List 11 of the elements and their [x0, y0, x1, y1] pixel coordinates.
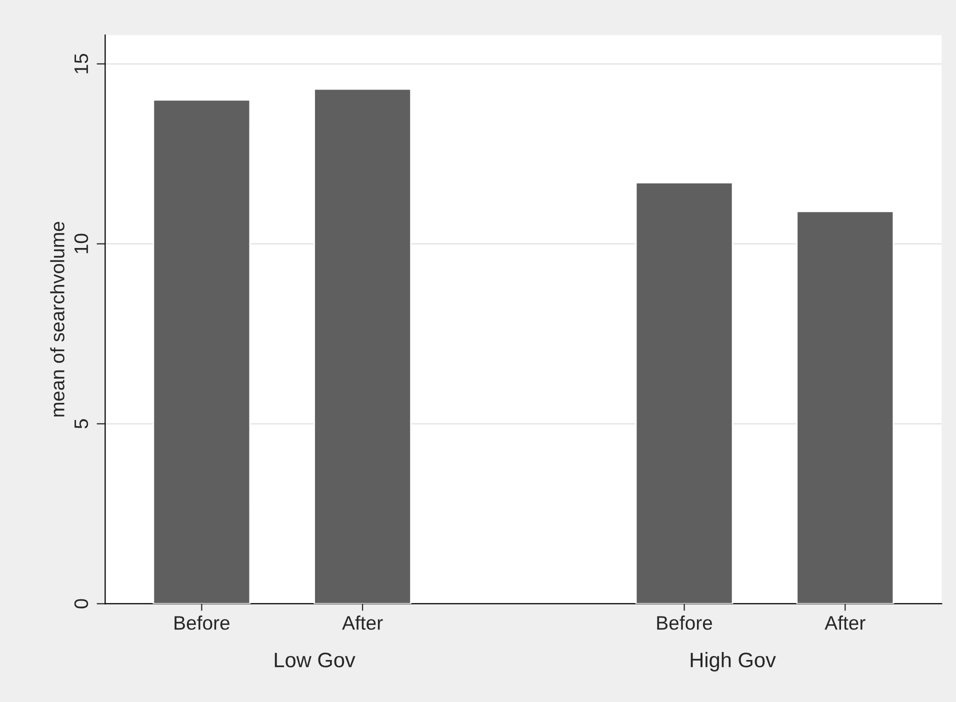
y-tick-label: 0: [74, 599, 88, 608]
y-axis-title: mean of searchvolume: [50, 222, 64, 416]
y-tick-label: 5: [74, 419, 88, 428]
text: High Gov: [690, 652, 776, 672]
x-tick-label: Before: [657, 616, 712, 630]
x-tick-label: After: [342, 616, 383, 630]
text: Low Gov: [274, 652, 356, 668]
x-tick-label: Before: [174, 616, 230, 630]
x-tick-label: After: [824, 616, 866, 630]
y-tick-label: 15: [74, 54, 88, 74]
y-tick-label: 10: [74, 234, 88, 254]
